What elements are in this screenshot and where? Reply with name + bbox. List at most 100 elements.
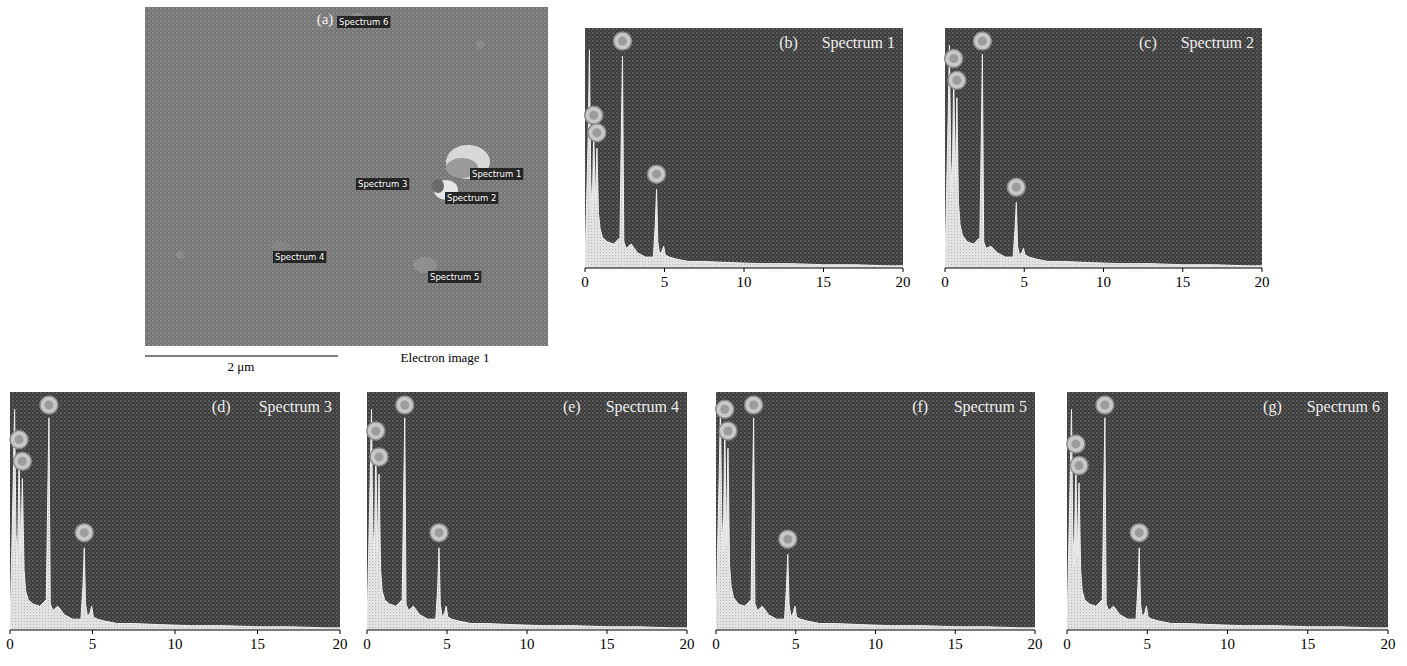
x-tick-label: 5 — [792, 636, 800, 652]
spectrum-area — [1067, 409, 1388, 630]
spot-label-bg — [428, 271, 481, 283]
x-tick-label: 5 — [1021, 274, 1029, 290]
x-tick — [875, 630, 876, 634]
x-tick — [367, 630, 368, 634]
panel-label: (a) — [317, 11, 334, 28]
spot-label: Spectrum 1 — [472, 169, 521, 179]
x-tick — [1035, 630, 1036, 634]
figure: (a) Spectrum 1 Spectrum 2 Spectrum 3 Spectru… — [0, 0, 1407, 666]
data-group — [716, 407, 1035, 630]
x-tick — [945, 268, 946, 272]
particle — [413, 257, 437, 273]
x-tick — [1182, 268, 1183, 272]
peak-marker — [1096, 396, 1114, 414]
peak-marker — [1070, 457, 1088, 475]
peak-marker-core — [618, 37, 627, 46]
panel-title: Spectrum 5 — [954, 398, 1027, 416]
peak-marker-core — [652, 170, 661, 179]
panel-title: Spectrum 6 — [1307, 398, 1380, 416]
peak-marker — [370, 448, 388, 466]
peak-marker — [1067, 435, 1085, 453]
x-tick — [527, 630, 528, 634]
spectrum-area — [367, 409, 687, 630]
x-tick-label: 20 — [1028, 636, 1043, 652]
x-tick — [716, 630, 717, 634]
x-tick — [955, 630, 956, 634]
spot-label: Spectrum 5 — [430, 272, 479, 282]
peak-marker — [648, 165, 666, 183]
spectrum-area — [585, 50, 903, 268]
peak-marker-core — [749, 400, 758, 409]
x-tick-label: 15 — [948, 636, 963, 652]
peak-marker — [779, 530, 797, 548]
peak-marker — [614, 32, 632, 50]
x-tick-label: 0 — [941, 274, 949, 290]
peak-marker-core — [1075, 461, 1084, 470]
x-tick — [1227, 630, 1228, 634]
peak-marker-core — [783, 535, 792, 544]
peak-marker-core — [589, 111, 598, 120]
plot-background — [1067, 392, 1388, 630]
peak-marker — [10, 431, 28, 449]
peak-marker-core — [1100, 400, 1109, 409]
spot-label-bg — [273, 251, 326, 263]
data-group — [585, 50, 903, 268]
plot-background — [945, 28, 1262, 268]
x-tick-label: 0 — [6, 636, 14, 652]
x-tick-label: 20 — [896, 274, 911, 290]
x-tick — [175, 630, 176, 634]
x-tick-label: 20 — [680, 636, 695, 652]
scale-bar-label: 2 μm — [228, 359, 255, 374]
x-tick — [795, 630, 796, 634]
peak-marker-core — [592, 128, 601, 137]
spectrum-area — [716, 407, 1035, 630]
peak-marker-core — [1071, 439, 1080, 448]
x-tick-label: 5 — [1144, 636, 1152, 652]
plot-background — [10, 392, 340, 630]
peak-marker — [430, 524, 448, 542]
image-caption: Electron image 1 — [401, 350, 490, 365]
peak-marker — [745, 396, 763, 414]
panel-label: (d) — [212, 398, 231, 416]
spectrum-area — [10, 409, 340, 630]
x-tick-label: 15 — [816, 274, 831, 290]
peak-marker — [945, 50, 963, 68]
peak-marker — [1007, 178, 1025, 196]
particle — [176, 251, 184, 259]
spectrum-panel: 05101520(g)Spectrum 6 — [1063, 392, 1395, 652]
plot-background — [367, 392, 687, 630]
x-tick — [1103, 268, 1104, 272]
spot-label: Spectrum 6 — [339, 17, 388, 27]
peak-marker — [367, 422, 385, 440]
spectrum-panel: 05101520(c)Spectrum 2 — [941, 28, 1269, 290]
peak-marker-core — [720, 405, 729, 414]
peak-marker-core — [371, 426, 380, 435]
x-tick-label: 5 — [443, 636, 451, 652]
x-tick-label: 15 — [1300, 636, 1315, 652]
x-tick — [687, 630, 688, 634]
x-tick — [257, 630, 258, 634]
peak-marker-core — [44, 400, 53, 409]
x-tick — [92, 630, 93, 634]
x-tick — [903, 268, 904, 272]
x-tick-label: 10 — [737, 274, 752, 290]
x-tick — [1067, 630, 1068, 634]
x-tick — [664, 268, 665, 272]
spot-label: Spectrum 2 — [447, 193, 496, 203]
x-tick-label: 15 — [250, 636, 265, 652]
panel-label: (c) — [1139, 34, 1157, 52]
x-tick-label: 20 — [333, 636, 348, 652]
x-tick — [1147, 630, 1148, 634]
particle — [432, 179, 444, 193]
peak-marker-core — [1012, 183, 1021, 192]
x-tick-label: 0 — [363, 636, 371, 652]
peak-marker-core — [723, 426, 732, 435]
x-tick — [10, 630, 11, 634]
panel-title: Spectrum 3 — [259, 398, 332, 416]
particle — [271, 241, 289, 251]
peak-marker — [588, 124, 606, 142]
spectrum-area — [945, 45, 1262, 268]
x-tick-label: 15 — [1175, 274, 1190, 290]
x-tick — [447, 630, 448, 634]
peak-marker-core — [949, 54, 958, 63]
